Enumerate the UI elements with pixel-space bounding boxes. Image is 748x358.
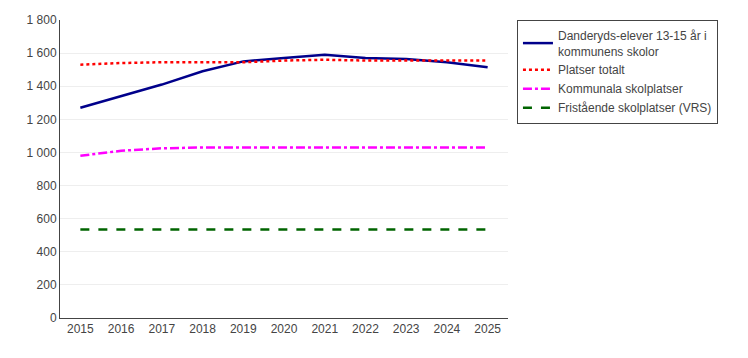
- svg-text:2023: 2023: [393, 322, 420, 336]
- svg-text:2020: 2020: [271, 322, 298, 336]
- svg-text:2025: 2025: [474, 322, 501, 336]
- svg-text:2021: 2021: [311, 322, 338, 336]
- svg-text:1 200: 1 200: [27, 113, 57, 127]
- svg-text:2015: 2015: [67, 322, 94, 336]
- svg-text:600: 600: [37, 212, 57, 226]
- svg-text:Kommunala skolplatser: Kommunala skolplatser: [558, 82, 683, 96]
- svg-text:800: 800: [37, 179, 57, 193]
- svg-text:1 400: 1 400: [27, 79, 57, 93]
- svg-text:2024: 2024: [434, 322, 461, 336]
- svg-text:400: 400: [37, 245, 57, 259]
- svg-text:1 000: 1 000: [27, 146, 57, 160]
- svg-text:1 800: 1 800: [27, 13, 57, 27]
- svg-text:0: 0: [50, 311, 57, 325]
- svg-text:200: 200: [37, 278, 57, 292]
- svg-text:Fristående skolplatser (VRS): Fristående skolplatser (VRS): [558, 101, 711, 115]
- svg-text:2018: 2018: [189, 322, 216, 336]
- svg-text:2022: 2022: [352, 322, 379, 336]
- svg-text:2017: 2017: [148, 322, 175, 336]
- svg-text:Danderyds-elever 13-15 år ikom: Danderyds-elever 13-15 år ikommunens sko…: [558, 29, 707, 59]
- svg-text:1 600: 1 600: [27, 46, 57, 60]
- svg-text:Platser totalt: Platser totalt: [558, 63, 625, 77]
- svg-text:2019: 2019: [230, 322, 257, 336]
- svg-text:2016: 2016: [108, 322, 135, 336]
